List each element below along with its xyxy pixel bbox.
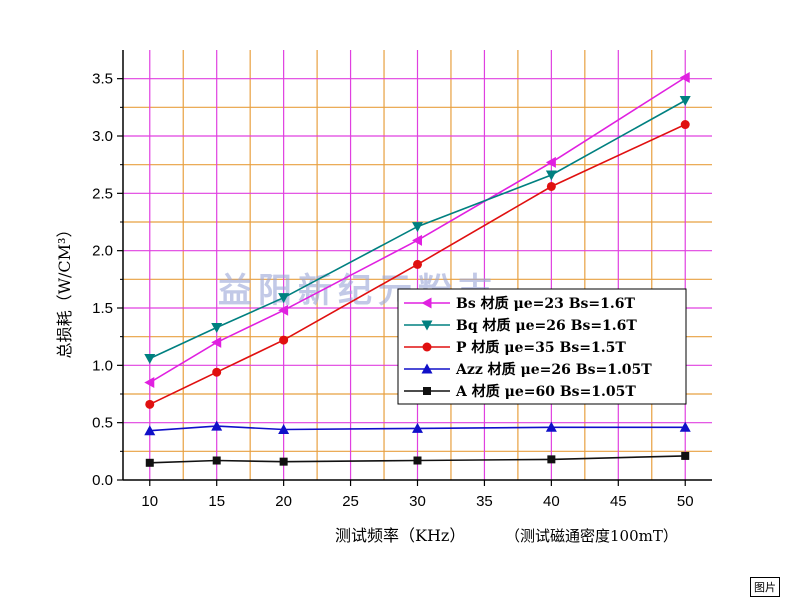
data-point — [421, 297, 432, 309]
y-tick-label: 0.0 — [92, 472, 113, 489]
data-point — [412, 222, 423, 233]
data-point — [144, 377, 155, 389]
data-point — [144, 353, 156, 364]
y-tick-label: 0.5 — [92, 415, 113, 432]
data-point — [421, 363, 433, 374]
data-point — [412, 422, 423, 433]
data-point — [679, 72, 690, 84]
x-tick-label: 15 — [208, 493, 225, 510]
series-line — [149, 76, 686, 384]
axes: 0.0 0.5 1.0 1.5 2.0 2.5 3.0 3.5 10 15 20 25 30 35 40 45… — [92, 50, 712, 510]
series-1 — [144, 72, 690, 389]
legend: Bs 材质 μe=23 Bs=1.6T Bq 材质 μe=26 Bs=1.6T P … — [397, 288, 687, 405]
data-point — [422, 342, 432, 352]
x-tick-label: 20 — [275, 493, 292, 510]
data-point — [545, 170, 557, 181]
y-tick-label: 3.0 — [92, 128, 113, 145]
legend-label: Azz 材质 μe=26 Bs=1.05T — [455, 361, 652, 378]
x-axis-note: （测试磁通密度100mT） — [505, 527, 678, 545]
data-point — [679, 95, 691, 106]
data-point — [546, 181, 556, 191]
series-3 — [145, 120, 690, 409]
x-tick-label: 35 — [476, 493, 493, 510]
series-4 — [144, 420, 691, 436]
data-point — [212, 367, 222, 377]
y-tick-label: 2.5 — [92, 185, 113, 202]
data-point — [144, 425, 156, 436]
legend-label: A 材质 μe=60 Bs=1.05T — [455, 383, 636, 400]
legend-entry-3: P 材质 μe=35 Bs=1.5T — [404, 339, 626, 356]
data-point — [545, 156, 556, 168]
data-point — [681, 451, 690, 460]
data-point — [278, 424, 290, 435]
x-tick-label: 30 — [409, 493, 426, 510]
legend-label: Bq 材质 μe=26 Bs=1.6T — [456, 317, 637, 334]
y-tick-label: 1.0 — [92, 357, 113, 374]
series-line — [149, 425, 686, 432]
data-point — [423, 387, 431, 395]
legend-entry-1: Bs 材质 μe=23 Bs=1.6T — [404, 295, 636, 312]
y-tick-label: 1.5 — [92, 300, 113, 317]
y-tick-label: 3.5 — [92, 71, 113, 88]
legend-entry-5: A 材质 μe=60 Bs=1.05T — [404, 383, 636, 400]
data-point — [679, 421, 691, 432]
data-point — [545, 421, 557, 432]
data-point — [211, 322, 223, 333]
series-5 — [145, 451, 690, 467]
series-layer — [144, 72, 691, 467]
data-point — [212, 456, 221, 465]
legend-label: Bs 材质 μe=23 Bs=1.6T — [456, 295, 636, 312]
data-point — [278, 293, 290, 304]
data-point — [145, 399, 155, 409]
data-point — [279, 335, 289, 345]
data-point — [211, 420, 223, 431]
x-axis-title: 测试频率（KHz） — [335, 526, 465, 545]
legend-entry-4: Azz 材质 μe=26 Bs=1.05T — [404, 361, 652, 378]
data-point — [278, 304, 289, 316]
data-point — [547, 455, 556, 464]
data-point — [421, 320, 433, 331]
data-point — [145, 458, 154, 467]
data-point — [680, 120, 690, 130]
series-line — [149, 99, 686, 360]
x-tick-label: 45 — [610, 493, 627, 510]
x-tick-label: 25 — [342, 493, 359, 510]
data-point — [413, 456, 422, 465]
data-point — [211, 336, 222, 348]
series-line — [149, 455, 686, 464]
data-point — [279, 457, 288, 466]
data-point — [412, 234, 422, 246]
x-tick-label: 10 — [141, 493, 158, 510]
series-line — [149, 123, 686, 406]
legend-label: P 材质 μe=35 Bs=1.5T — [456, 339, 626, 356]
data-point — [413, 259, 422, 269]
y-axis-title: 总损耗（W/CM³） — [55, 222, 74, 359]
x-tick-label: 50 — [677, 493, 694, 510]
series-2 — [144, 95, 691, 364]
legend-entry-2: Bq 材质 μe=26 Bs=1.6T — [404, 317, 637, 334]
corner-tag: 图片 — [750, 577, 780, 597]
y-tick-label: 2.0 — [92, 243, 113, 260]
x-tick-label: 40 — [543, 493, 560, 510]
